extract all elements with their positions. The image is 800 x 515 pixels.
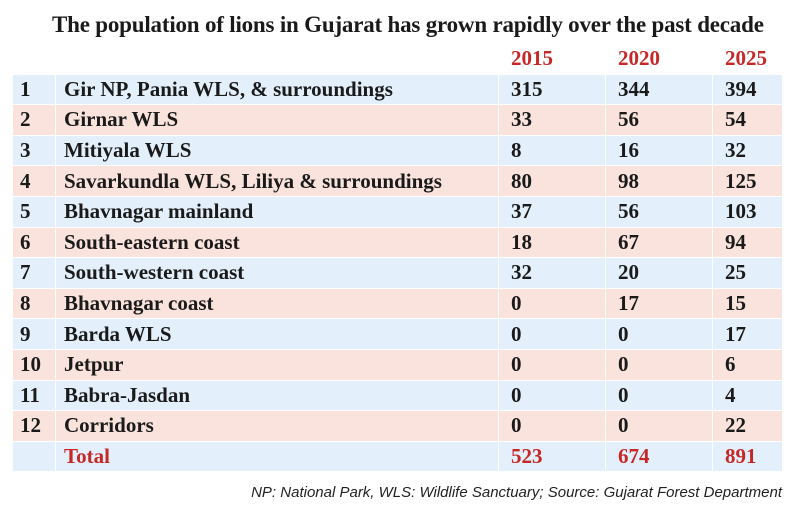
row-number: 7 <box>12 257 56 289</box>
value-2020: 344 <box>605 73 713 106</box>
row-number: 2 <box>12 104 56 136</box>
footnote: NP: National Park, WLS: Wildlife Sanctua… <box>251 484 782 501</box>
row-number: 6 <box>12 226 56 259</box>
row-number: 4 <box>12 165 56 197</box>
table-row: 1 Gir NP, Pania WLS, & surroundings 315 344… <box>12 73 783 106</box>
row-number: 11 <box>12 379 56 412</box>
value-2025: 17 <box>712 318 783 350</box>
value-2025: 22 <box>712 410 783 442</box>
region-name: South-eastern coast <box>55 226 499 259</box>
value-2020: 20 <box>605 257 713 289</box>
value-2025: 4 <box>712 379 783 412</box>
region-name: South-western coast <box>55 257 499 289</box>
region-name: Savarkundla WLS, Liliya & surroundings <box>55 165 499 197</box>
total-row: Total 523 674 891 <box>12 440 783 473</box>
region-name: Babra-Jasdan <box>55 379 499 412</box>
value-2025: 6 <box>712 348 783 381</box>
total-2020: 674 <box>605 440 713 473</box>
header-name-blank <box>55 43 499 75</box>
value-2015: 33 <box>498 104 606 136</box>
total-2015: 523 <box>498 440 606 473</box>
table-row: 3 Mitiyala WLS 8 16 32 <box>12 134 783 167</box>
table-row: 6 South-eastern coast 18 67 94 <box>12 226 783 259</box>
total-2025: 891 <box>712 440 783 473</box>
region-name: Bhavnagar coast <box>55 287 499 320</box>
value-2025: 32 <box>712 134 783 167</box>
row-number: 5 <box>12 195 56 228</box>
header-year-2020: 2020 <box>605 43 713 75</box>
value-2025: 25 <box>712 257 783 289</box>
table-row: 12 Corridors 0 0 22 <box>12 410 783 442</box>
region-name: Gir NP, Pania WLS, & surroundings <box>55 73 499 106</box>
value-2020: 98 <box>605 165 713 197</box>
value-2015: 8 <box>498 134 606 167</box>
row-number: 10 <box>12 348 56 381</box>
table-row: 9 Barda WLS 0 0 17 <box>12 318 783 350</box>
table-row: 5 Bhavnagar mainland 37 56 103 <box>12 195 783 228</box>
value-2020: 56 <box>605 104 713 136</box>
row-number: 8 <box>12 287 56 320</box>
value-2015: 0 <box>498 287 606 320</box>
value-2025: 94 <box>712 226 783 259</box>
value-2015: 0 <box>498 318 606 350</box>
table-row: 2 Girnar WLS 33 56 54 <box>12 104 783 136</box>
value-2025: 103 <box>712 195 783 228</box>
table-row: 10 Jetpur 0 0 6 <box>12 348 783 381</box>
row-number: 1 <box>12 73 56 106</box>
row-number: 12 <box>12 410 56 442</box>
header-year-2025: 2025 <box>712 43 783 75</box>
value-2020: 0 <box>605 348 713 381</box>
region-name: Bhavnagar mainland <box>55 195 499 228</box>
header-year-2015: 2015 <box>498 43 606 75</box>
value-2015: 80 <box>498 165 606 197</box>
table-row: 8 Bhavnagar coast 0 17 15 <box>12 287 783 320</box>
value-2015: 315 <box>498 73 606 106</box>
table-body: 1 Gir NP, Pania WLS, & surroundings 315 344… <box>12 73 783 473</box>
value-2015: 37 <box>498 195 606 228</box>
value-2020: 56 <box>605 195 713 228</box>
value-2015: 0 <box>498 410 606 442</box>
total-label: Total <box>55 440 499 473</box>
total-num-blank <box>12 440 56 473</box>
region-name: Barda WLS <box>55 318 499 350</box>
value-2015: 32 <box>498 257 606 289</box>
header-row: 2015 2020 2025 <box>12 43 783 75</box>
value-2020: 0 <box>605 410 713 442</box>
value-2015: 18 <box>498 226 606 259</box>
region-name: Corridors <box>55 410 499 442</box>
value-2025: 15 <box>712 287 783 320</box>
value-2020: 16 <box>605 134 713 167</box>
table-title: The population of lions in Gujarat has g… <box>52 12 764 37</box>
region-name: Jetpur <box>55 348 499 381</box>
value-2025: 125 <box>712 165 783 197</box>
row-number: 9 <box>12 318 56 350</box>
value-2015: 0 <box>498 348 606 381</box>
region-name: Girnar WLS <box>55 104 499 136</box>
header-num-blank <box>12 43 56 75</box>
value-2020: 67 <box>605 226 713 259</box>
value-2020: 0 <box>605 379 713 412</box>
value-2020: 0 <box>605 318 713 350</box>
value-2025: 394 <box>712 73 783 106</box>
value-2015: 0 <box>498 379 606 412</box>
row-number: 3 <box>12 134 56 167</box>
table-row: 7 South-western coast 32 20 25 <box>12 257 783 289</box>
table-row: 4 Savarkundla WLS, Liliya & surroundings 8… <box>12 165 783 197</box>
value-2020: 17 <box>605 287 713 320</box>
lion-population-table: 2015 2020 2025 1 Gir NP, Pania WLS, & sur… <box>12 43 783 473</box>
value-2025: 54 <box>712 104 783 136</box>
region-name: Mitiyala WLS <box>55 134 499 167</box>
table-row: 11 Babra-Jasdan 0 0 4 <box>12 379 783 412</box>
